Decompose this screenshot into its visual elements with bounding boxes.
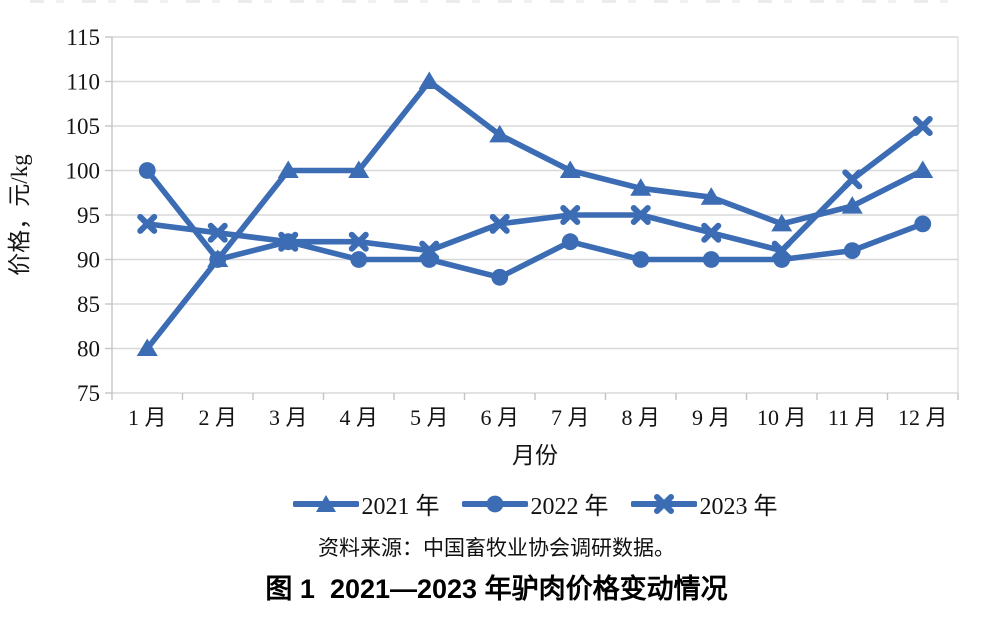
x-tick-label: 9 月 [692, 405, 731, 430]
y-tick-label: 105 [66, 114, 101, 139]
chart-legend: 2021 年 2022 年 2023 年 [112, 486, 958, 521]
legend-marker-circle-icon [461, 495, 528, 512]
x-tick-label: 2 月 [198, 405, 237, 430]
x-tick-label: 6 月 [480, 405, 519, 430]
gridlines [112, 36, 958, 394]
price-line-chart: 75 80 85 90 95 100 105 110 115 1 月 2 月 3 月 4 月 5 月 6 月… [7, 25, 959, 468]
x-tick-label: 8 月 [621, 405, 660, 430]
x-tick-label: 5 月 [410, 405, 449, 430]
legend-label-2021: 2021 年 [361, 494, 440, 520]
legend-item-2022: 2022 年 [461, 486, 609, 521]
x-tick-label: 4 月 [339, 405, 378, 430]
legend-marker-triangle-icon [292, 494, 359, 512]
x-axis-title: 月份 [512, 443, 558, 468]
series-line-2021年 [144, 78, 926, 352]
series-line-2023年 [144, 123, 926, 254]
x-axis-ticks: 1 月 2 月 3 月 4 月 5 月 6 月 7 月 8 月 9 月 10 月 11 月 12 月 [111, 393, 959, 430]
y-tick-label: 90 [77, 248, 100, 273]
x-tick-label: 7 月 [551, 405, 590, 430]
legend-item-2023: 2023 年 [630, 486, 778, 521]
x-tick-label: 1 月 [128, 405, 167, 430]
x-tick-label: 11 月 [828, 405, 877, 430]
y-tick-label: 80 [77, 337, 100, 362]
x-tick-label: 12 月 [898, 405, 948, 430]
legend-item-2021: 2021 年 [292, 486, 440, 521]
series-markers-2022年 [138, 162, 932, 286]
y-tick-label: 110 [66, 70, 100, 95]
y-tick-label: 95 [77, 203, 100, 228]
y-axis-ticks: 75 80 85 90 95 100 105 110 115 [66, 25, 112, 406]
series-markers-2021年 [136, 71, 934, 356]
y-axis-title: 价格，元/kg [7, 154, 32, 276]
x-tick-label: 3 月 [269, 405, 308, 430]
legend-marker-x-icon [630, 493, 697, 514]
figure-caption: 图 1 2021—2023 年驴肉价格变动情况 [265, 574, 728, 604]
legend-label-2023: 2023 年 [699, 494, 778, 520]
y-tick-label: 115 [66, 25, 100, 50]
cropped-text-remnant [30, 0, 963, 3]
y-tick-label: 100 [66, 159, 101, 184]
legend-label-2022: 2022 年 [530, 494, 609, 520]
y-tick-label: 75 [77, 381, 100, 406]
y-tick-label: 85 [77, 292, 100, 317]
series-line-2022年 [144, 167, 926, 281]
source-note: 资料来源：中国畜牧业协会调研数据。 [318, 536, 675, 560]
x-tick-label: 10 月 [757, 405, 807, 430]
